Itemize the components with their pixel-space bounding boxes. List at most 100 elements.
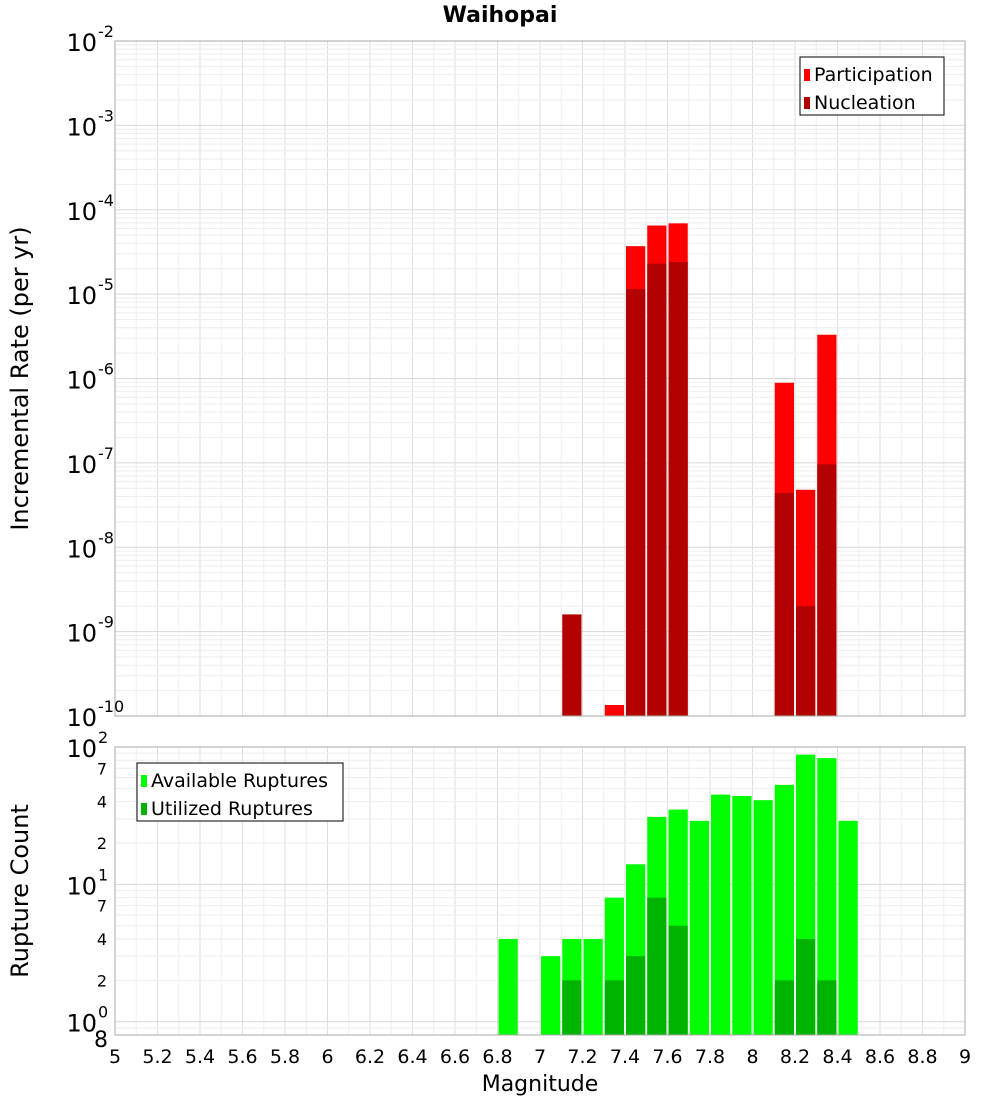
bar: [498, 939, 518, 1035]
y-tick-base: 10: [66, 367, 97, 395]
bar: [838, 820, 858, 1035]
legend-label: Participation: [814, 64, 933, 86]
x-tick: 6: [321, 1046, 333, 1068]
y-tick-base: 10: [66, 872, 97, 900]
bar: [732, 795, 752, 1035]
y-tick-exponent: -2: [98, 22, 114, 41]
plot-frame: [114, 40, 966, 717]
y-tick-exponent: -7: [98, 444, 114, 463]
y-axis-label: Incremental Rate (per yr): [6, 226, 34, 530]
x-tick: 7.4: [610, 1046, 640, 1068]
bar: [626, 956, 646, 1035]
x-tick: 5: [109, 1046, 121, 1068]
x-tick: 6.6: [440, 1046, 470, 1068]
bar: [774, 784, 794, 1035]
y-tick-exponent: 2: [98, 728, 108, 747]
y-tick-exponent: 0: [98, 1003, 108, 1022]
legend-swatch: [141, 775, 147, 787]
y-axis-label: Rupture Count: [6, 804, 34, 978]
plot-frame: [114, 746, 966, 1036]
x-tick: 5.8: [270, 1046, 300, 1068]
x-axis-label: Magnitude: [482, 1072, 599, 1097]
legend: Available Ruptures Utilized Ruptures: [136, 762, 344, 822]
bar: [817, 464, 837, 716]
legend-swatch: [141, 803, 147, 815]
y-tick-base: 10: [66, 451, 97, 479]
y-tick-minor: 7: [97, 897, 107, 916]
x-tick: 8.6: [865, 1046, 895, 1068]
y-tick-minor: 4: [97, 930, 107, 949]
y-tick-base: 10: [66, 29, 97, 57]
grid: [114, 41, 966, 717]
y-tick-minor: 4: [97, 793, 107, 812]
bar: [604, 705, 624, 716]
y-tick-exponent: -8: [98, 528, 114, 547]
x-tick: 7.6: [652, 1046, 682, 1068]
y-tick-exponent: -9: [98, 613, 114, 632]
y-tick-exponent: 1: [98, 865, 108, 884]
y-tick-base: 10: [66, 735, 97, 763]
bar: [647, 897, 667, 1035]
y-tick-base: 10: [66, 620, 97, 648]
bar: [583, 939, 603, 1035]
bar: [562, 980, 582, 1035]
bar: [817, 980, 837, 1035]
bar: [604, 980, 624, 1035]
x-tick: 8: [746, 1046, 758, 1068]
x-tick: 7.2: [567, 1046, 597, 1068]
y-tick-minor: 2: [97, 834, 107, 853]
bar: [689, 820, 709, 1035]
x-tick: 7.8: [695, 1046, 725, 1068]
y-tick-base: 10: [66, 113, 97, 141]
y-tick-exponent: -6: [98, 360, 114, 379]
bar: [626, 289, 646, 716]
x-tick: 8.2: [780, 1046, 810, 1068]
bar: [796, 606, 816, 716]
bar: [647, 263, 667, 716]
y-tick-base: 10: [66, 282, 97, 310]
bar: [796, 939, 816, 1035]
bar: [668, 262, 688, 716]
x-tick: 6.8: [482, 1046, 512, 1068]
x-tick: 5.2: [142, 1046, 172, 1068]
legend-label: Utilized Ruptures: [151, 798, 313, 820]
y-tick-base: 10: [66, 535, 97, 563]
y-tick-exponent: -5: [98, 275, 114, 294]
chart-title: Waihopai: [443, 3, 558, 28]
x-tick: 7: [534, 1046, 546, 1068]
legend-label: Nucleation: [814, 92, 916, 114]
legend: Participation Nucleation: [799, 56, 945, 116]
x-tick-labels: 5 5.2 5.4 5.6 5.8 6 6.2 6.4 6.6 6.8 7 7.2 7.4 7.6 7.8 8…: [109, 1046, 971, 1068]
y-tick-base: 10: [66, 704, 97, 732]
bar: [668, 925, 688, 1035]
bar: [774, 492, 794, 716]
y-tick-minor: 2: [97, 971, 107, 990]
x-tick: 6.4: [397, 1046, 427, 1068]
x-tick: 8.8: [907, 1046, 937, 1068]
y-tick-min: 8: [94, 1028, 108, 1053]
bar: [817, 758, 837, 1035]
bar: [753, 800, 773, 1035]
series-utilized-ruptures: [562, 897, 837, 1035]
x-tick: 6.2: [355, 1046, 385, 1068]
legend-label: Available Ruptures: [151, 770, 328, 792]
x-tick: 5.6: [227, 1046, 257, 1068]
x-tick: 9: [959, 1046, 971, 1068]
y-tick-base: 10: [66, 1010, 97, 1038]
x-tick: 8.4: [822, 1046, 852, 1068]
series-nucleation: [562, 262, 837, 716]
bar: [774, 980, 794, 1035]
y-tick-base: 10: [66, 198, 97, 226]
bar: [541, 956, 561, 1035]
bar: [562, 614, 582, 716]
y-tick-minor: 7: [97, 759, 107, 778]
legend-box: [136, 762, 344, 822]
y-tick-exponent: -3: [98, 106, 114, 125]
y-tick-exponent: -4: [98, 191, 114, 210]
